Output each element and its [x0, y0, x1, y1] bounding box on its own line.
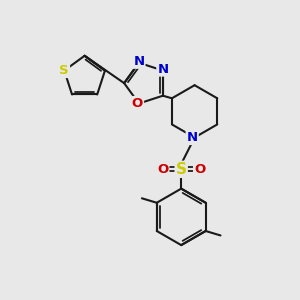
- Text: O: O: [132, 97, 143, 110]
- Text: O: O: [157, 163, 168, 176]
- Text: N: N: [134, 55, 145, 68]
- Text: S: S: [176, 162, 187, 177]
- Text: S: S: [59, 64, 69, 77]
- Text: N: N: [157, 63, 168, 76]
- Text: N: N: [187, 131, 198, 144]
- Text: O: O: [194, 163, 205, 176]
